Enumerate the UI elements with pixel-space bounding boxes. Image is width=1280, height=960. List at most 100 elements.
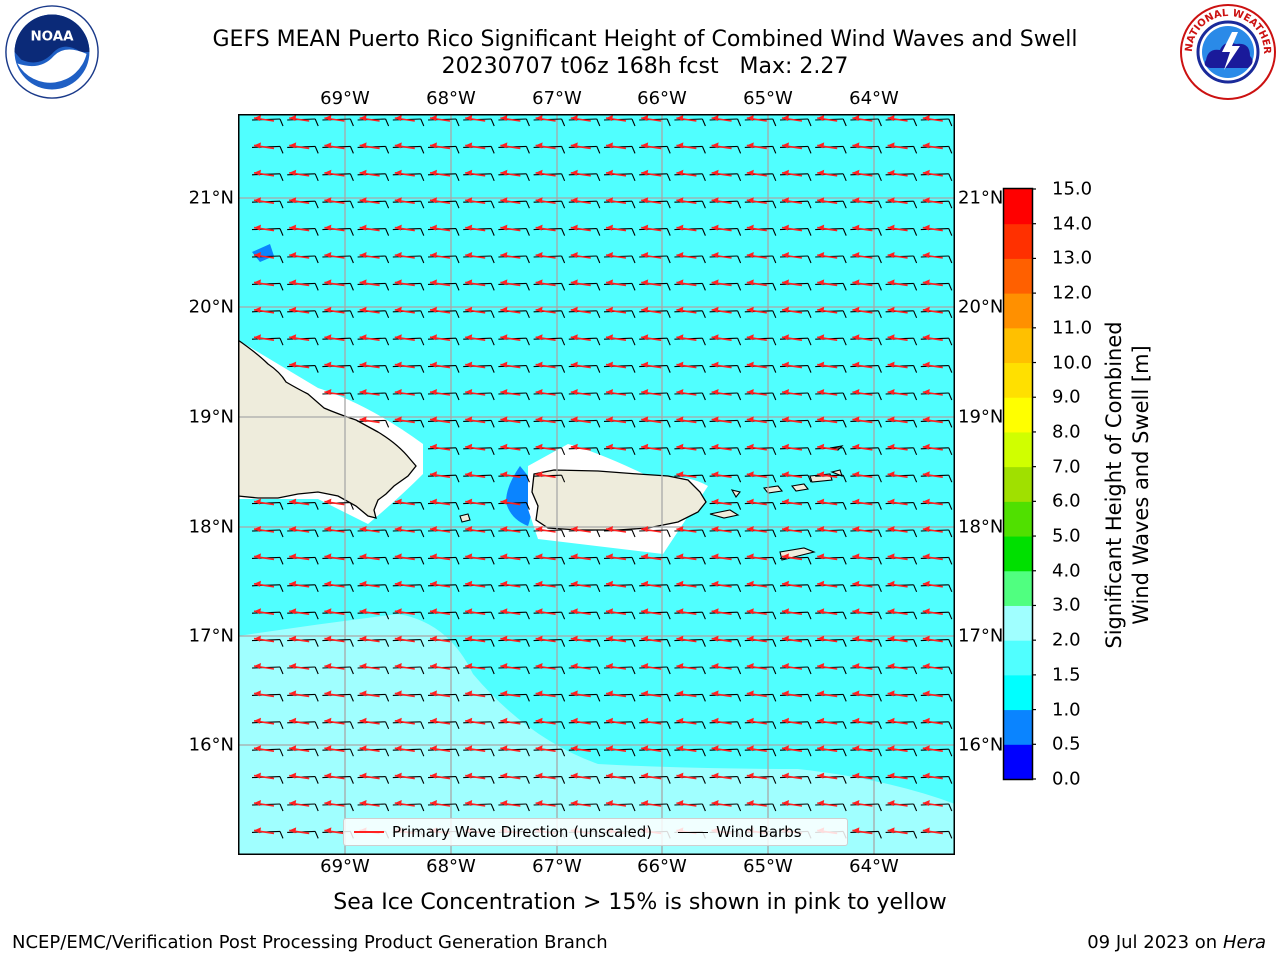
wind-barb-feather <box>279 776 284 784</box>
wave-direction-arrowhead <box>394 142 402 149</box>
wind-barb-feather <box>349 200 354 209</box>
wave-direction-arrowhead <box>606 252 613 258</box>
colorbar-segment <box>1004 605 1032 641</box>
wave-direction-arrowhead <box>394 553 402 560</box>
colorbar-title-line-1: Significant Height of Combined <box>1102 321 1126 649</box>
wave-direction-arrowhead <box>606 115 613 121</box>
wind-barb-feather <box>279 255 284 264</box>
wind-barb-feather <box>420 310 425 319</box>
wave-direction-arrowhead <box>359 361 367 368</box>
wind-barb-feather <box>490 776 495 784</box>
wind-barb-feather <box>701 310 706 319</box>
wave-direction-arrowhead <box>254 800 261 806</box>
wave-direction-arrowhead <box>782 443 789 450</box>
svg-text:NOAA: NOAA <box>30 29 74 44</box>
wave-direction-arrowhead <box>922 224 930 231</box>
wind-barb-feather <box>631 392 636 401</box>
wind-barb-feather <box>666 584 671 593</box>
wave-direction-arrowhead <box>430 717 437 724</box>
wave-direction-arrowhead <box>254 142 261 149</box>
wind-barb-feather <box>596 639 601 647</box>
footer-host: Hera <box>1222 932 1266 953</box>
colorbar-tick-label: 7.0 <box>1052 456 1081 478</box>
wave-direction-arrowhead <box>289 717 297 724</box>
wind-barb-feather <box>561 557 566 565</box>
wave-direction-arrowhead <box>570 553 578 560</box>
wind-barb-feather <box>490 146 495 154</box>
wind-barb-feather <box>666 310 671 319</box>
wind-barb-feather <box>948 666 953 675</box>
wave-direction-arrowhead <box>465 471 473 478</box>
wave-direction-arrowhead <box>465 306 473 313</box>
wave-direction-arrowhead <box>922 115 930 121</box>
wind-barb-feather <box>701 283 706 291</box>
wave-direction-arrowhead <box>922 526 930 532</box>
wave-direction-legend-label: Primary Wave Direction (unscaled) <box>392 823 653 841</box>
wave-direction-arrowhead <box>852 608 860 615</box>
wave-direction-arrowhead <box>606 389 613 395</box>
colorbar-title-line-2: Wind Waves and Swell [m] <box>1129 345 1153 625</box>
wind-barb-feather <box>913 337 918 346</box>
wind-barb-feather <box>349 639 354 647</box>
wave-direction-arrowhead <box>641 115 649 121</box>
wave-direction-arrowhead <box>746 252 754 258</box>
wave-direction-arrowhead <box>676 142 684 149</box>
wave-direction-arrowhead <box>430 224 437 231</box>
wind-barb-feather <box>385 803 390 812</box>
colorbar-segment <box>1004 570 1032 606</box>
wave-direction-arrowhead <box>782 142 789 149</box>
wind-barb-feather <box>701 557 706 565</box>
wind-barb-feather <box>490 639 495 647</box>
wind-barb-feather <box>349 721 354 730</box>
wind-barb-feather <box>913 392 918 401</box>
wave-direction-arrowhead <box>641 279 649 286</box>
wave-direction-arrowhead <box>711 142 719 149</box>
noaa-logo-icon: NOAA <box>5 5 99 99</box>
wind-barb-feather <box>913 639 918 647</box>
wind-barb-feather <box>385 776 390 784</box>
wind-barb-feather <box>701 474 706 483</box>
wave-direction-arrowhead <box>394 306 402 313</box>
wind-barb-feather <box>948 803 953 812</box>
lon-label-top-64w: 64°W <box>849 88 899 109</box>
wind-barb-feather <box>877 255 882 264</box>
wind-barb-feather <box>279 694 284 702</box>
wind-barb-feather <box>385 557 390 565</box>
wave-direction-arrowhead <box>711 361 719 368</box>
wind-barb-feather <box>490 310 495 319</box>
wind-barb-feather <box>385 283 390 291</box>
wind-barb-feather <box>631 255 636 264</box>
wind-barb-feather <box>561 337 566 346</box>
island-virgin-gorda <box>830 469 843 477</box>
wave-direction-arrowhead <box>922 471 930 478</box>
wind-barb-feather <box>525 310 530 319</box>
wave-direction-arrowhead <box>782 800 789 806</box>
colorbar-segment <box>1004 744 1032 780</box>
wind-barb-feather <box>525 283 530 291</box>
wave-direction-arrowhead <box>500 772 508 779</box>
wind-barb-feather <box>596 694 601 702</box>
lon-label-bottom-64w: 64°W <box>849 856 899 877</box>
lon-label-bottom-65w: 65°W <box>743 856 793 877</box>
wave-direction-arrowhead <box>465 608 473 615</box>
wave-direction-arrowhead <box>887 608 895 615</box>
wave-direction-arrowhead <box>324 169 332 176</box>
wave-direction-arrowhead <box>782 745 789 752</box>
lat-label-left-18n: 18°N <box>188 516 234 538</box>
wind-barb-feather <box>913 529 918 538</box>
wind-barb-feather <box>948 392 953 401</box>
wave-direction-arrowhead <box>887 635 895 642</box>
wave-direction-arrowhead <box>289 745 297 752</box>
wave-direction-arrowhead <box>641 772 649 779</box>
wave-direction-arrowhead <box>887 498 895 505</box>
wind-barb-feather <box>525 337 530 346</box>
wave-direction-arrowhead <box>254 772 261 779</box>
wind-barb-feather <box>772 639 777 647</box>
wind-barb-feather <box>666 337 671 346</box>
wave-direction-arrowhead <box>817 224 825 231</box>
wave-direction-arrowhead <box>641 443 649 450</box>
title-line-1: GEFS MEAN Puerto Rico Significant Height… <box>212 27 1078 52</box>
wave-direction-arrowhead <box>289 224 297 231</box>
wave-direction-arrowhead <box>782 498 789 505</box>
colorbar-tick-label: 1.0 <box>1052 699 1081 721</box>
